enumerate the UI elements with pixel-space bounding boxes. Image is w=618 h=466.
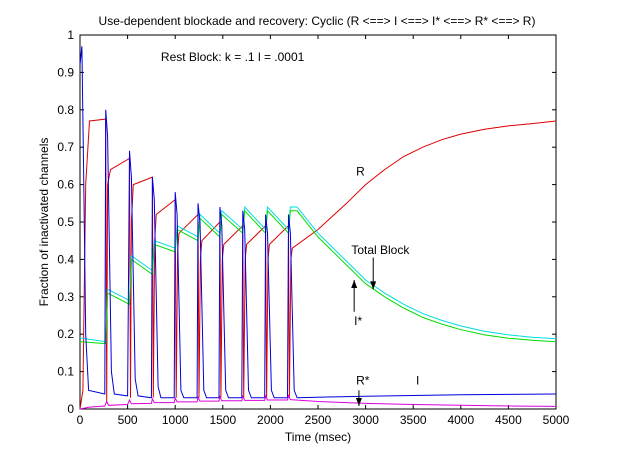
x-tick-label: 2000 — [257, 413, 284, 427]
series-line-r-star — [79, 393, 557, 410]
y-tick-label: 0.4 — [57, 252, 74, 266]
x-tick-label: 5000 — [543, 413, 570, 427]
y-axis-label: Fraction of inactivated channels — [37, 138, 51, 307]
annotation-label: R — [356, 164, 365, 178]
y-tick-label: 0.7 — [57, 140, 74, 154]
series-line-i-star — [79, 209, 557, 345]
annotation-label: I — [416, 374, 419, 388]
y-tick-label: 0.3 — [57, 290, 74, 304]
y-tick-label: 0.1 — [57, 365, 74, 379]
annotation-label: Total Block — [351, 243, 410, 257]
x-tick-label: 500 — [118, 413, 138, 427]
x-tick-label: 2500 — [305, 413, 332, 427]
y-tick-label: 0.6 — [57, 178, 74, 192]
annotation-label: Rest Block: k = .1 l = .0001 — [161, 50, 305, 64]
x-tick-label: 1500 — [209, 413, 236, 427]
x-tick-label: 4500 — [495, 413, 522, 427]
x-tick-label: 1000 — [162, 413, 189, 427]
x-tick-label: 3500 — [400, 413, 427, 427]
plot-area: 0 500 1000 1500 2000 2500 3000 3500 4000 4500 5000… — [57, 28, 569, 427]
y-tick-label: 1 — [67, 28, 74, 42]
y-tick-label: 0.5 — [57, 215, 74, 229]
annotation-arrow-head — [370, 281, 377, 290]
y-tick-label: 0.9 — [57, 65, 74, 79]
x-tick-label: 0 — [77, 413, 84, 427]
annotation-label: I* — [354, 314, 362, 328]
annotation-arrow-head — [355, 398, 362, 407]
y-tick-label: 0 — [67, 402, 74, 416]
annotation-arrow-head — [351, 279, 358, 288]
x-tick-label: 4000 — [447, 413, 474, 427]
y-tick-label: 0.2 — [57, 327, 74, 341]
series-line-i — [79, 46, 557, 399]
x-axis-label: Time (msec) — [285, 430, 351, 444]
chart-title: Use-dependent blockade and recovery: Cyc… — [99, 14, 536, 28]
annotation-label: R* — [356, 374, 370, 388]
x-tick-label: 3000 — [352, 413, 379, 427]
y-tick-label: 0.8 — [57, 103, 74, 117]
